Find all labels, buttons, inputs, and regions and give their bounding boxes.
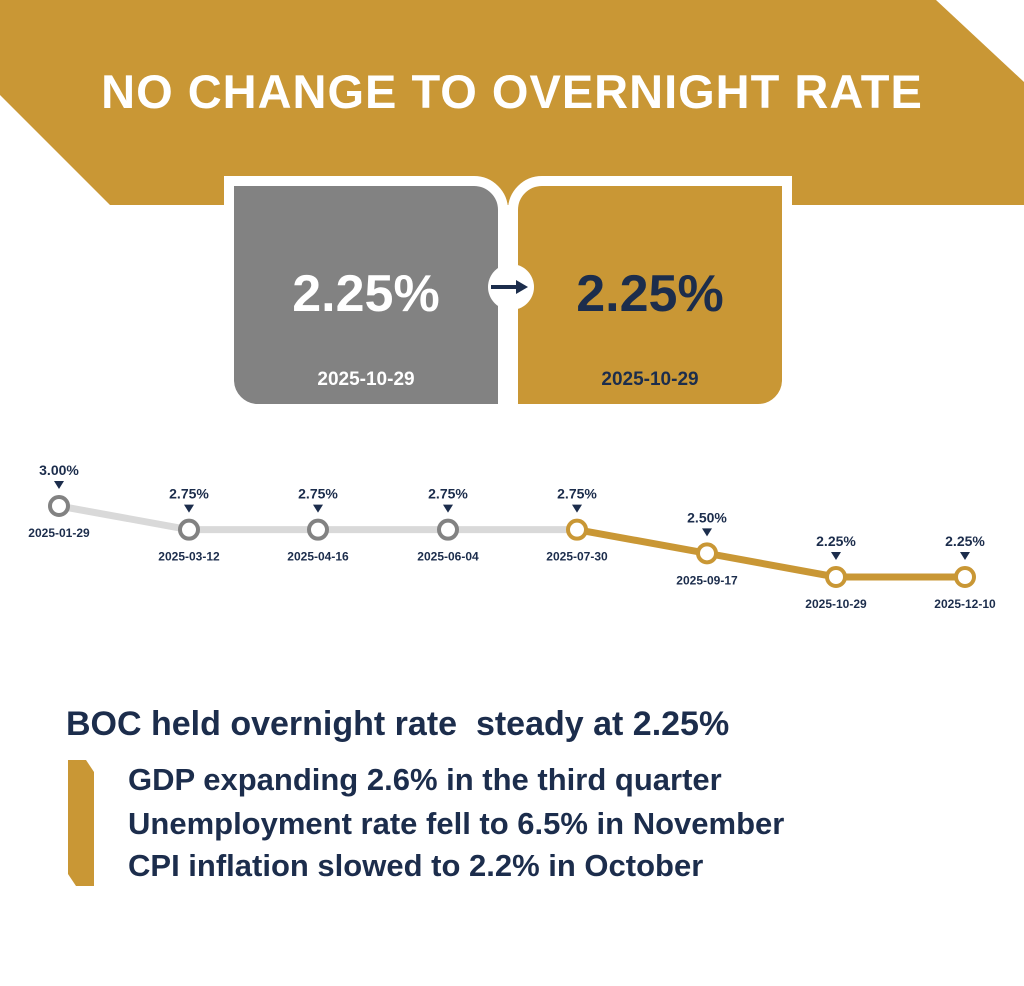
new-rate-card: 2.25% 2025-10-29 — [508, 176, 792, 414]
down-triangle-icon — [702, 528, 712, 537]
new-rate-date: 2025-10-29 — [601, 369, 699, 390]
bullet-gdp: GDP expanding 2.6% in the third quarter — [128, 762, 722, 797]
previous-rate-card: 2.25% 2025-10-29 — [224, 176, 508, 414]
timeline-date-label: 2025-04-16 — [287, 550, 349, 564]
bullet-unemployment: Unemployment rate fell to 6.5% in Novemb… — [128, 806, 785, 841]
down-triangle-icon — [960, 552, 970, 560]
timeline-value-label: 2.25% — [945, 533, 985, 549]
timeline-value-label: 3.00% — [39, 462, 79, 478]
timeline-value-label: 2.50% — [687, 509, 727, 525]
timeline-date-label: 2025-01-29 — [28, 526, 90, 540]
timeline-value-label: 2.75% — [557, 486, 597, 502]
timeline-segment — [703, 549, 840, 581]
previous-rate-date: 2025-10-29 — [317, 369, 415, 390]
timeline-point — [825, 566, 847, 588]
timeline-date-label: 2025-12-10 — [934, 597, 996, 611]
timeline-value-label: 2.75% — [428, 486, 468, 502]
timeline-date-label: 2025-09-17 — [676, 573, 738, 587]
bullet-cpi: CPI inflation slowed to 2.2% in October — [128, 848, 704, 883]
timeline-value-label: 2.25% — [816, 533, 856, 549]
timeline-point — [566, 518, 588, 541]
timeline-point — [307, 518, 329, 541]
timeline-point — [954, 566, 976, 588]
timeline-date-label: 2025-03-12 — [158, 550, 220, 564]
down-triangle-icon — [572, 504, 582, 513]
accent-bar — [68, 760, 94, 886]
down-triangle-icon — [443, 504, 453, 513]
timeline-date-label: 2025-10-29 — [805, 597, 867, 611]
timeline-point — [696, 542, 718, 565]
rate-timeline-chart: 3.00% 2025-01-29 2.75% 2025-03-12 2.75% 2025-… — [28, 462, 996, 611]
summary-title: BOC held overnight rate steady at 2.25% — [66, 705, 730, 743]
down-triangle-icon — [831, 552, 841, 560]
down-triangle-icon — [54, 481, 64, 489]
timeline-date-label: 2025-07-30 — [546, 550, 608, 564]
header-banner — [0, 0, 1024, 205]
new-rate-value: 2.25% — [576, 265, 724, 323]
down-triangle-icon — [184, 504, 194, 513]
timeline-date-label: 2025-06-04 — [417, 550, 479, 564]
previous-rate-value: 2.25% — [292, 265, 440, 323]
timeline-point — [437, 518, 459, 541]
timeline-value-label: 2.75% — [169, 486, 209, 502]
timeline-point — [48, 495, 70, 517]
page-title: NO CHANGE TO OVERNIGHT RATE — [101, 65, 923, 118]
timeline-segment — [573, 526, 711, 557]
timeline-value-label: 2.75% — [298, 486, 338, 502]
timeline-point — [178, 518, 200, 541]
down-triangle-icon — [313, 504, 323, 513]
right-arrow-icon — [488, 264, 534, 310]
timeline-segment — [55, 502, 193, 534]
